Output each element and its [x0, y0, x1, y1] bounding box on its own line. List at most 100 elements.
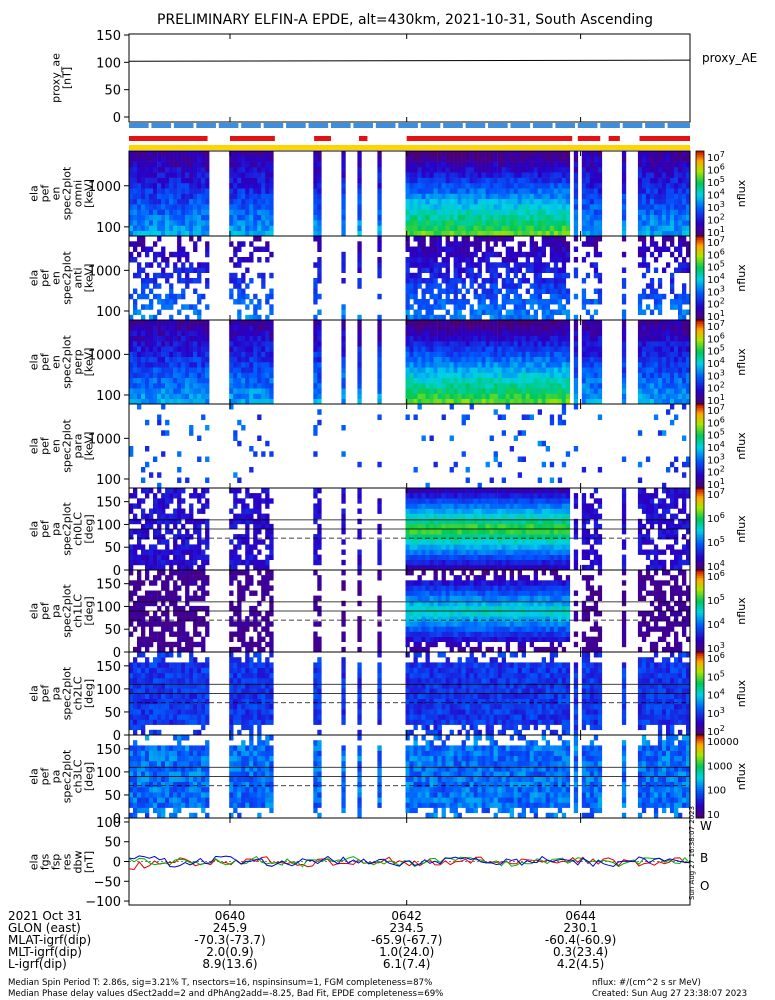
- heatmap-cell: [169, 362, 174, 368]
- heatmap-cell: [133, 493, 138, 499]
- heatmap-cell: [409, 529, 414, 535]
- heatmap-cell: [501, 214, 506, 221]
- heatmap-cell: [129, 356, 134, 363]
- heatmap-cell: [521, 341, 526, 347]
- heatmap-cell: [257, 320, 262, 326]
- heatmap-cell: [445, 293, 450, 300]
- heatmap-cell: [409, 251, 414, 258]
- heatmap-cell: [505, 166, 510, 173]
- heatmap-cell: [181, 388, 186, 394]
- heatmap-cell: [565, 351, 571, 357]
- heatmap-cell: [686, 193, 691, 200]
- heatmap-cell: [509, 388, 514, 394]
- heatmap-cell: [405, 246, 410, 252]
- orbit-blue-bar: [510, 123, 531, 128]
- heatmap-cell: [597, 293, 603, 300]
- heatmap-cell: [645, 320, 651, 326]
- heatmap-cell: [421, 377, 426, 384]
- heatmap-cell: [421, 161, 426, 168]
- heatmap-cell: [441, 325, 446, 331]
- heatmap-cell: [425, 518, 430, 525]
- heatmap-cell: [233, 161, 238, 168]
- heatmap-cell: [521, 193, 526, 200]
- heatmap-cell: [129, 341, 134, 347]
- heatmap-cell: [537, 383, 542, 389]
- heatmap-cell: [573, 335, 579, 342]
- heatmap-cell: [137, 330, 142, 336]
- colorbar-tick-label: 105: [707, 428, 725, 442]
- heatmap-cell: [437, 493, 442, 499]
- heatmap-cell: [245, 388, 250, 394]
- heatmap-cell: [553, 166, 559, 173]
- orbit-blue-bar: [173, 123, 194, 128]
- heatmap-cell: [245, 166, 250, 173]
- orbit-blue-bar: [286, 123, 306, 128]
- heatmap-cell: [169, 198, 174, 205]
- heatmap-cell: [521, 393, 526, 399]
- heatmap-cell: [653, 346, 659, 352]
- heatmap-cell: [409, 335, 414, 342]
- heatmap-cell: [678, 172, 683, 178]
- heatmap-cell: [409, 151, 414, 157]
- heatmap-cell: [357, 325, 362, 331]
- heatmap-cell: [565, 293, 571, 300]
- heatmap-cell: [621, 172, 627, 178]
- heatmap-cell: [657, 204, 663, 210]
- heatmap-cell: [429, 278, 434, 284]
- heatmap-cell: [241, 172, 246, 178]
- heatmap-cell: [525, 367, 530, 373]
- heatmap-cell: [641, 193, 647, 200]
- heatmap-cell: [585, 377, 591, 384]
- heatmap-cell: [421, 356, 426, 363]
- colorbar-cell: [696, 406, 704, 409]
- heatmap-cell: [173, 251, 178, 258]
- heatmap-cell: [521, 278, 526, 284]
- heatmap-cell: [473, 204, 478, 210]
- heatmap-cell: [413, 257, 418, 263]
- heatmap-cell: [497, 172, 502, 178]
- heatmap-cell: [161, 251, 166, 258]
- heatmap-cell: [441, 230, 446, 237]
- p3-ylabel: ela: [28, 354, 41, 371]
- heatmap-cell: [469, 230, 474, 237]
- heatmap-cell: [429, 204, 434, 210]
- heatmap-cell: [141, 508, 146, 514]
- heatmap-cell: [269, 156, 274, 162]
- heatmap-cell: [513, 225, 518, 231]
- heatmap-cell: [461, 241, 466, 247]
- heatmap-cell: [165, 539, 170, 545]
- heatmap-cell: [549, 177, 555, 184]
- heatmap-cell: [637, 151, 643, 157]
- heatmap-cell: [245, 372, 250, 378]
- heatmap-cell: [529, 236, 534, 242]
- heatmap-cell: [165, 177, 170, 184]
- heatmap-cell: [433, 166, 438, 173]
- heatmap-cell: [157, 172, 162, 178]
- heatmap-cell: [141, 356, 146, 363]
- heatmap-cell: [377, 172, 382, 178]
- heatmap-cell: [553, 283, 559, 289]
- heatmap-cell: [549, 351, 555, 357]
- heatmap-cell: [133, 204, 138, 210]
- colorbar-tick-label: 105: [707, 344, 725, 358]
- heatmap-cell: [197, 564, 202, 571]
- heatmap-cell: [529, 293, 534, 300]
- heatmap-cell: [549, 193, 555, 200]
- heatmap-cell: [621, 383, 627, 389]
- heatmap-cell: [189, 388, 194, 394]
- heatmap-cell: [185, 151, 190, 157]
- heatmap-cell: [405, 151, 410, 157]
- colorbar-cell: [696, 330, 704, 333]
- heatmap-cell: [553, 220, 559, 226]
- heatmap-cell: [557, 346, 563, 352]
- heatmap-cell: [493, 377, 498, 384]
- heatmap-cell: [682, 283, 687, 289]
- heatmap-cell: [493, 161, 498, 168]
- heatmap-cell: [405, 372, 410, 378]
- heatmap-cell: [573, 230, 579, 237]
- heatmap-cell: [541, 267, 546, 273]
- heatmap-cell: [377, 198, 382, 205]
- heatmap-cell: [666, 330, 671, 336]
- heatmap-cell: [405, 335, 410, 342]
- heatmap-cell: [489, 393, 494, 399]
